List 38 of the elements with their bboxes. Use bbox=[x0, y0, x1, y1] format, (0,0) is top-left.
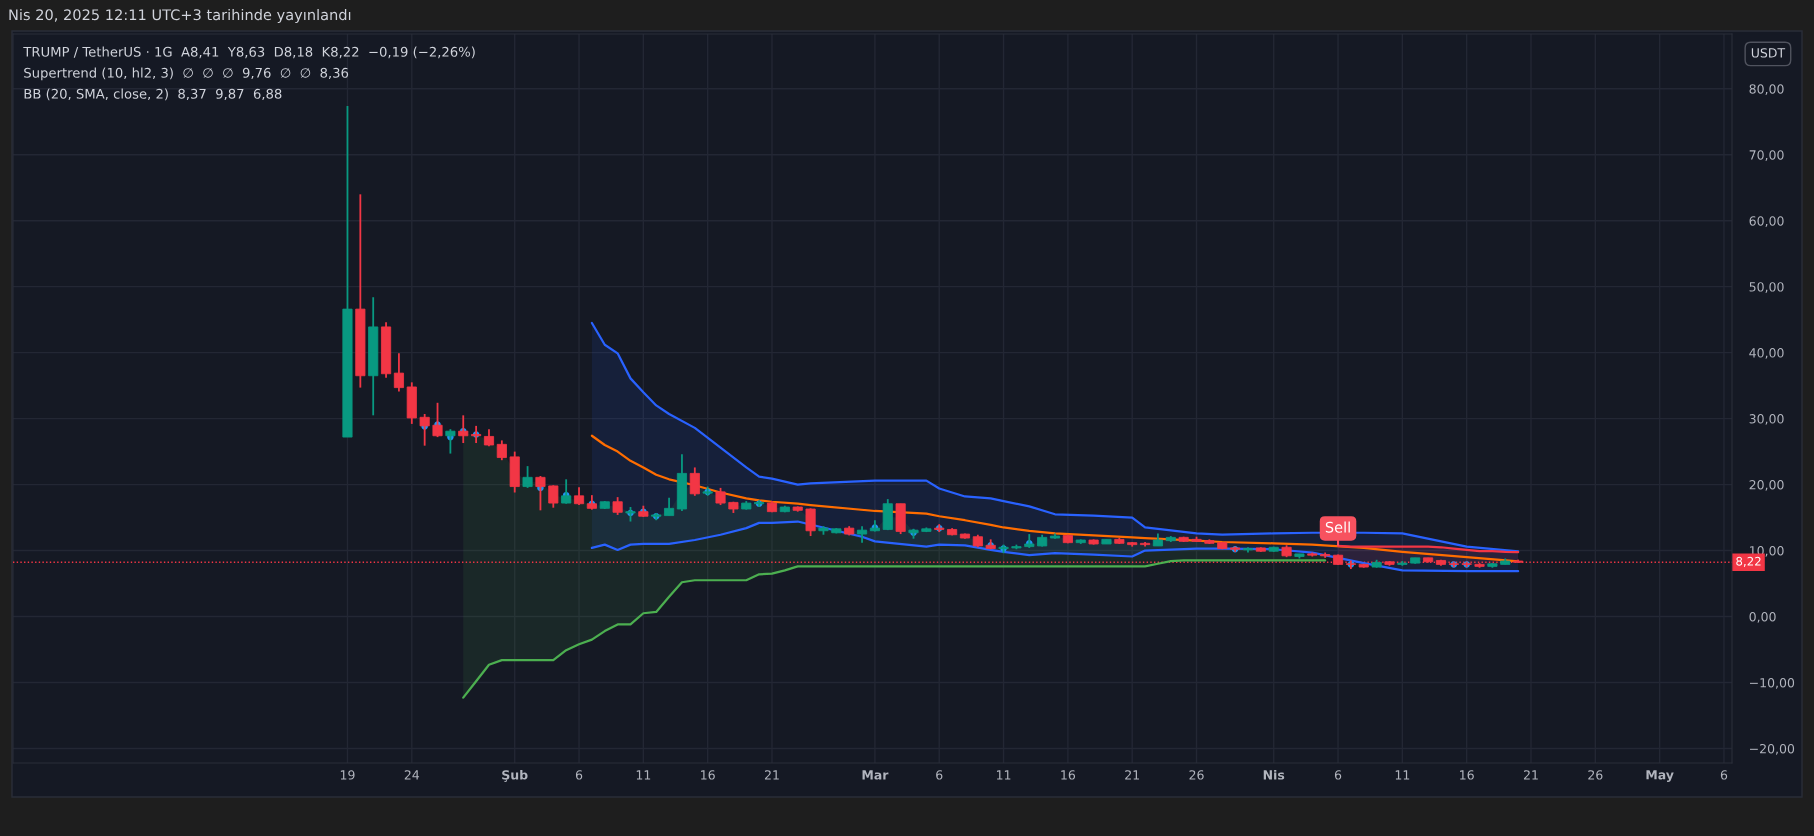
x-tick-label: 16 bbox=[701, 770, 715, 780]
x-tick-label: Mar bbox=[862, 770, 889, 780]
y-tick-label: 50,00 bbox=[1749, 282, 1784, 293]
x-tick-label: 16 bbox=[1460, 770, 1474, 780]
x-tick-label: 6 bbox=[575, 770, 583, 780]
x-tick-label: 21 bbox=[764, 770, 779, 780]
x-tick-label: 11 bbox=[636, 770, 651, 780]
x-tick-label: 21 bbox=[1523, 770, 1538, 780]
x-tick-label: 26 bbox=[1189, 770, 1204, 780]
y-tick-label: 80,00 bbox=[1749, 84, 1784, 95]
x-tick-label: 26 bbox=[1588, 770, 1603, 780]
y-axis-title: USDT bbox=[1751, 48, 1786, 58]
y-tick-label: 0,00 bbox=[1749, 612, 1776, 623]
y-tick-label: −20,00 bbox=[1749, 743, 1795, 755]
x-tick-label: 19 bbox=[340, 770, 355, 780]
ref-line-label: 8,22 bbox=[1736, 556, 1761, 567]
x-tick-label: May bbox=[1646, 770, 1674, 783]
y-tick-label: 70,00 bbox=[1749, 150, 1784, 161]
y-tick-label: 60,00 bbox=[1749, 216, 1784, 227]
y-tick-label: 40,00 bbox=[1749, 348, 1784, 359]
x-tick-label: 6 bbox=[1334, 770, 1342, 780]
chart-title: Nis 20, 2025 12:11 UTC+3 tarihinde yayınlandı bbox=[9, 8, 351, 24]
y-tick-label: 30,00 bbox=[1749, 414, 1784, 425]
x-tick-label: 16 bbox=[1061, 770, 1076, 780]
text: TRUMP / TetherUS · 1G A8,41 Y8,63 D8,18 K8,22 −0,19 (−2,26%) bbox=[23, 46, 475, 59]
x-tick-label: 11 bbox=[1395, 770, 1410, 780]
x-tick-label: 6 bbox=[1720, 770, 1728, 780]
y-tick-label: 20,00 bbox=[1749, 480, 1784, 491]
x-tick-label: 11 bbox=[996, 770, 1011, 780]
x-tick-label: 21 bbox=[1125, 770, 1139, 780]
x-tick-label: Şub bbox=[502, 769, 528, 782]
annotation: Sell bbox=[1325, 521, 1350, 533]
annotation: Supertrend (10, hl2, 3) ∅ ∅ ∅ 9,76 ∅ ∅ 8,36 bbox=[24, 67, 349, 81]
annotation: BB (20, SMA, close, 2) 8,37 9,87 6,88 bbox=[24, 88, 282, 101]
x-tick-label: Nis bbox=[1263, 769, 1285, 780]
x-tick-label: 24 bbox=[404, 770, 420, 780]
y-tick-label: −10,00 bbox=[1749, 677, 1795, 689]
x-tick-label: 6 bbox=[936, 770, 943, 780]
